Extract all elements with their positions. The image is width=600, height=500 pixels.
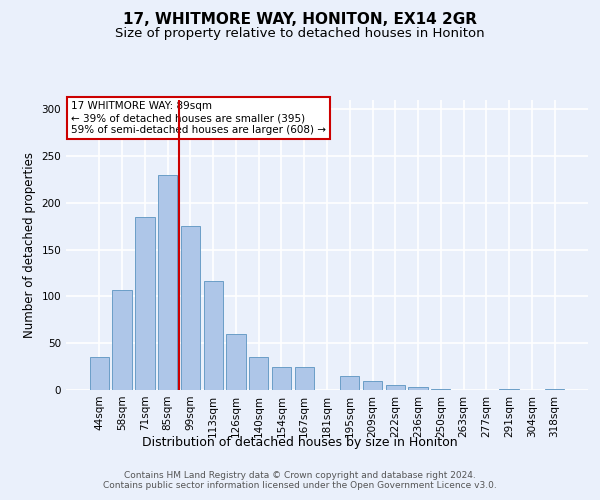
Text: Size of property relative to detached houses in Honiton: Size of property relative to detached ho… (115, 28, 485, 40)
Bar (112, 290, 132, 390)
Bar (499, 389, 519, 390)
Bar (90, 358, 109, 390)
Bar (431, 389, 451, 390)
Bar (226, 334, 245, 390)
Bar (340, 376, 359, 390)
Bar (295, 366, 314, 390)
Bar (249, 358, 268, 390)
Bar (158, 175, 178, 390)
Text: 17, WHITMORE WAY, HONITON, EX14 2GR: 17, WHITMORE WAY, HONITON, EX14 2GR (123, 12, 477, 28)
Text: Distribution of detached houses by size in Honiton: Distribution of detached houses by size … (142, 436, 458, 449)
Bar (181, 226, 200, 390)
Bar (409, 387, 428, 390)
Text: 17 WHITMORE WAY: 89sqm
← 39% of detached houses are smaller (395)
59% of semi-de: 17 WHITMORE WAY: 89sqm ← 39% of detached… (71, 102, 326, 134)
Bar (272, 366, 291, 390)
Bar (135, 217, 155, 390)
Bar (363, 380, 382, 390)
Y-axis label: Number of detached properties: Number of detached properties (23, 152, 36, 338)
Bar (203, 280, 223, 390)
Text: Contains HM Land Registry data © Crown copyright and database right 2024.
Contai: Contains HM Land Registry data © Crown c… (103, 470, 497, 490)
Bar (386, 386, 405, 390)
Bar (545, 389, 564, 390)
